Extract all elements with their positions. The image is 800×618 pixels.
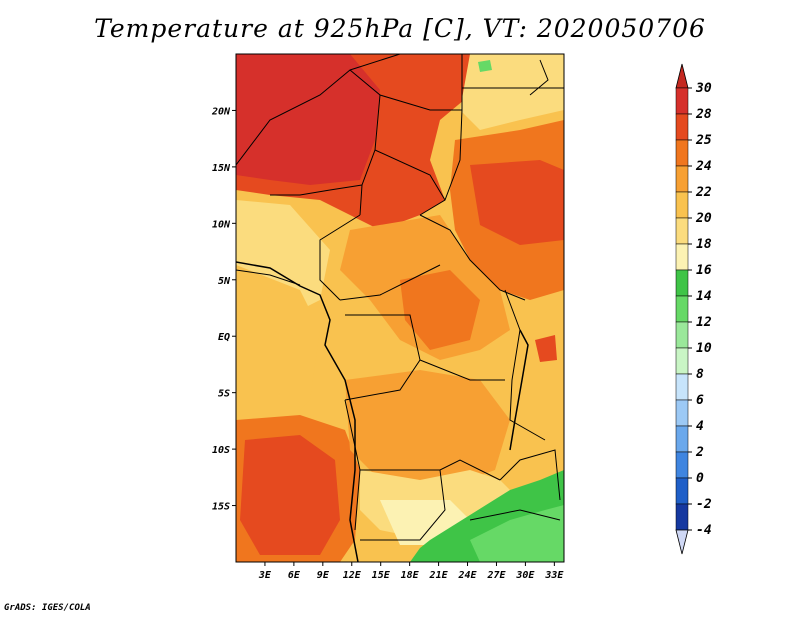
east-hot-spot [535,335,557,362]
colorbar-label: 12 [696,315,712,330]
lat-tick-label: 5N [218,276,231,287]
colorbar-label: -4 [696,523,712,538]
colorbar-under-triangle [675,529,689,555]
lat-tick-label: 10S [212,445,230,456]
colorbar-label: 14 [696,289,712,304]
west-atlantic [236,265,320,430]
colorbar-segment [675,373,689,401]
lon-tick-label: 6E [288,570,301,581]
south-atlantic-hot [240,435,340,555]
latitude-axis: 20N 15N 10N 5N EQ 5S 10S 15S [211,106,236,513]
temperature-field [236,54,564,562]
colorbar-segment [675,243,689,271]
credit-text: GrADS: IGES/COLA [4,603,91,613]
colorbar-segment [675,269,689,297]
lat-tick-label: 5S [218,389,230,400]
lat-tick-label: 10N [212,219,231,230]
colorbar-segment [675,217,689,245]
south-central [345,370,510,490]
lon-tick-label: 12E [343,570,362,581]
colorbar-segment [675,503,689,531]
colorbar-segment [675,321,689,349]
colorbar-label: 8 [696,367,704,382]
colorbar-over-triangle [675,63,689,89]
coastline [236,261,529,562]
colorbar-label: 6 [696,393,704,408]
colorbar-label: 16 [696,263,712,278]
colorbar-segment [675,295,689,323]
colorbar-segment [675,399,689,427]
colorbar-label: 20 [695,211,712,226]
colorbar-segment [675,347,689,375]
lon-tick-label: 18E [401,570,420,581]
colorbar-segment [675,477,689,505]
lon-tick-label: 21E [429,570,449,581]
colorbar-segment [675,87,689,115]
colorbar-segment [675,191,689,219]
central-hot-core [400,270,480,350]
colorbar-segment [675,425,689,453]
colorbar-label: 18 [696,237,712,252]
colorbar-label: 30 [695,81,712,96]
colorbar-label: -2 [696,497,712,512]
lat-tick-label: 20N [211,106,231,117]
cooler-region-northeast [460,54,564,130]
lon-tick-label: 27E [486,570,506,581]
hot-region-northwest [236,54,380,185]
lon-tick-label: 30E [515,570,535,581]
lat-tick-label: EQ [218,332,230,343]
map-title: Temperature at 925hPa [C], VT: 202005070… [94,14,706,43]
cooler-region-southeast [470,505,564,562]
country-borders [236,54,564,541]
longitude-axis: 3E 6E 9E 12E 15E 18E 21E 24E 27E 30E 33E [258,562,564,581]
plot-frame [235,53,565,563]
green-speck [478,60,492,72]
colorbar-label: 10 [696,341,712,356]
colorbar-label: 4 [696,419,704,434]
lon-tick-label: 15E [372,570,391,581]
lon-tick-label: 33E [544,570,564,581]
lat-tick-label: 15N [212,163,231,174]
colorbar-label: 2 [695,445,704,460]
lon-tick-label: 24E [457,570,477,581]
colorbar-label: 0 [696,471,704,486]
colorbar-label: 24 [695,159,712,174]
colorbar-segment [675,451,689,479]
lon-tick-label: 3E [258,570,272,581]
hotter-region-northeast [470,160,564,245]
colorbar-segment [675,165,689,193]
colorbar-segment [675,113,689,141]
colorbar-label: 25 [695,133,712,148]
lat-tick-label: 15S [212,502,230,513]
lon-tick-label: 9E [317,570,330,581]
colorbar-label: 28 [695,107,712,122]
colorbar-label: 22 [695,185,712,200]
west-coast-light [236,200,330,310]
colorbar-segment [675,139,689,167]
